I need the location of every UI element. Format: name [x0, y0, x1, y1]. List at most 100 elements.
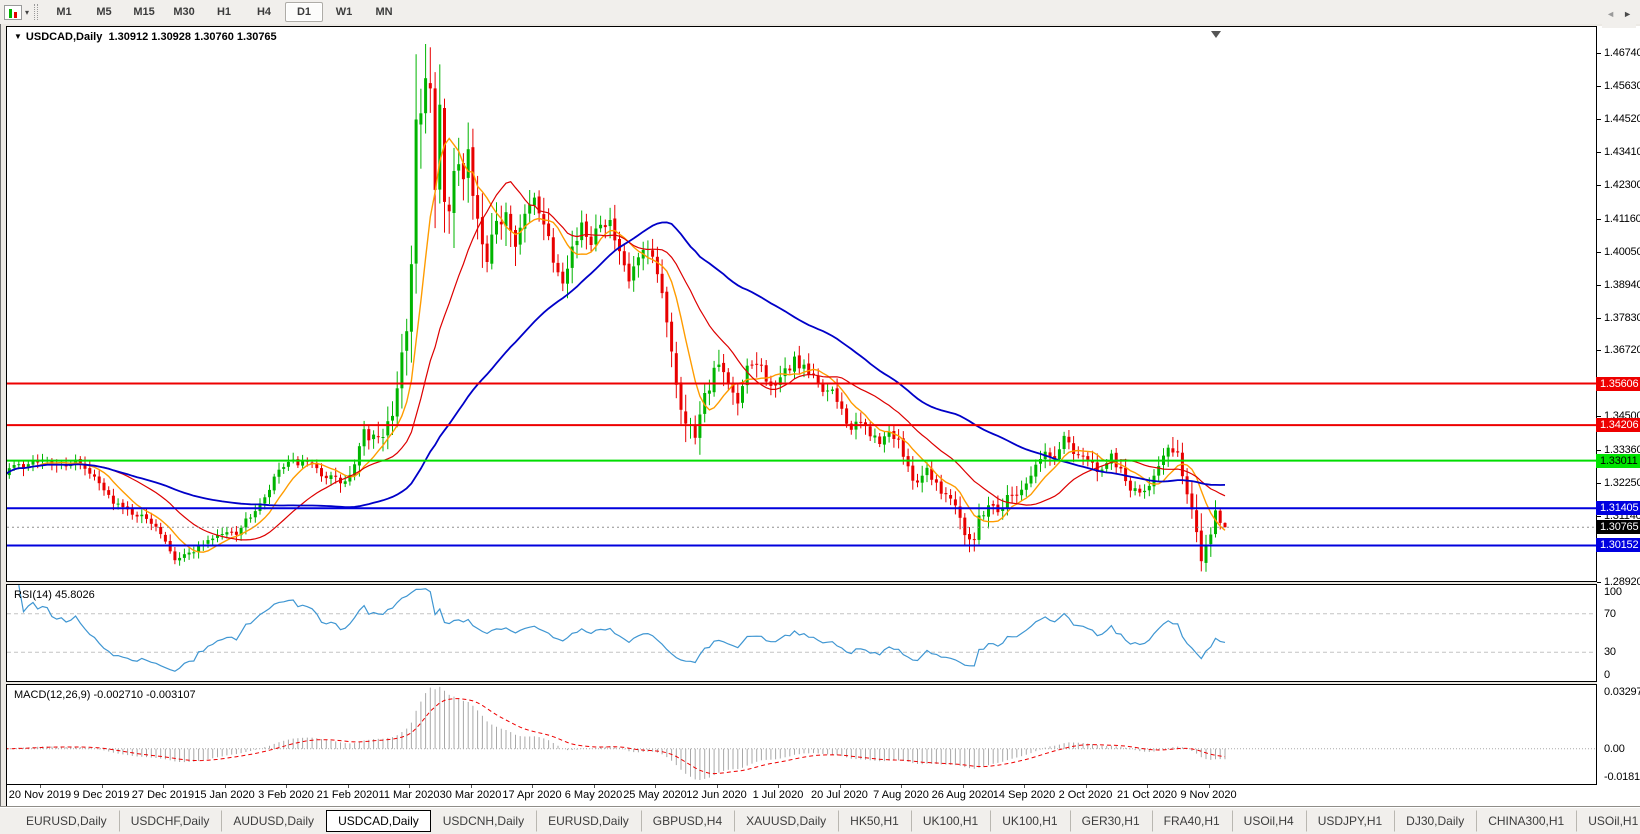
- price-tick-mark: [1597, 218, 1601, 220]
- date-tick-mark: [347, 785, 349, 788]
- date-tick-mark: [286, 785, 287, 788]
- date-label: 2 Oct 2020: [1058, 789, 1113, 801]
- tab-fra40-h1[interactable]: FRA40,H1: [1151, 809, 1232, 832]
- tab-eurusd-daily[interactable]: EURUSD,Daily: [536, 809, 641, 832]
- chart-title-ohlc: 1.30912 1.30928 1.30760 1.30765: [108, 31, 277, 43]
- date-label: 20 Nov 2019: [8, 789, 72, 801]
- macd-pane[interactable]: MACD(12,26,9) -0.002710 -0.003107: [4, 684, 1597, 785]
- date-tick-mark: [593, 785, 595, 788]
- timeframe-button-d1[interactable]: D1: [285, 2, 324, 22]
- timeframe-button-m5[interactable]: M5: [96, 6, 112, 18]
- date-tick-mark: [962, 785, 964, 788]
- mini-down-candle-icon: [14, 11, 17, 18]
- level-price-badge: 1.33011: [1596, 453, 1640, 468]
- date-tick-mark: [839, 785, 841, 788]
- chart-menu-triangle-icon[interactable]: ▼: [14, 32, 22, 41]
- date-tick-mark: [40, 785, 41, 788]
- tab-uk100-h1[interactable]: UK100,H1: [910, 809, 990, 832]
- price-tick-mark: [1597, 53, 1601, 54]
- rsi-scale-label: 100: [1604, 586, 1622, 598]
- tab-xauusd-daily[interactable]: XAUUSD,Daily: [734, 809, 838, 832]
- tab-ger30-h1[interactable]: GER30,H1: [1069, 809, 1152, 832]
- tab-usoil-h1[interactable]: USOil,H1: [1576, 809, 1640, 832]
- main-chart-pane[interactable]: ▼ USDCAD,Daily 1.30912 1.30928 1.30760 1.…: [3, 26, 1597, 582]
- date-tick-mark: [1085, 785, 1087, 788]
- price-tick-mark: [1597, 483, 1601, 485]
- candlestick-chart[interactable]: [3, 27, 1596, 586]
- chart-tab-bar: EURUSD,Daily USDCHF,Daily AUDUSD,Daily USDC…: [0, 806, 1640, 834]
- date-label: 12 Jun 2020: [686, 789, 747, 801]
- tab-dj30-daily[interactable]: DJ30,Daily: [1394, 809, 1476, 832]
- date-label: 25 May 2020: [623, 789, 687, 801]
- timeframe-button-m15[interactable]: M15: [133, 6, 155, 18]
- price-tick-mark: [1597, 251, 1601, 253]
- date-label: 15 Jan 2020: [194, 789, 255, 801]
- timeframe-button-mn[interactable]: MN: [375, 6, 393, 18]
- tab-usdchf-daily[interactable]: USDCHF,Daily: [118, 809, 222, 832]
- price-tick-label: 1.45630: [1604, 79, 1640, 92]
- tab-usdcnh-daily[interactable]: USDCNH,Daily: [442, 813, 525, 828]
- tab-scroll-left-icon[interactable]: ◄: [1606, 9, 1616, 19]
- tab-uk100-h1[interactable]: UK100,H1: [990, 809, 1069, 832]
- top-toolbar: ▾ M1 M5 M15 M30 H1 H4 D1 W1 MN: [0, 0, 1640, 25]
- time-axis[interactable]: 20 Nov 2019 9 Dec 2019 27 Dec 2019 15 Jan 2…: [6, 785, 1640, 806]
- macd-scale-label: 0.032972: [1604, 686, 1640, 698]
- rsi-scale-label: 0: [1604, 669, 1610, 681]
- date-label: 3 Feb 2020: [258, 789, 314, 801]
- price-tick-mark: [1597, 516, 1601, 518]
- mini-up-candle-icon: [9, 8, 12, 18]
- date-tick-mark: [1147, 785, 1148, 788]
- price-tick-mark: [1597, 85, 1601, 87]
- date-tick-mark: [532, 785, 533, 788]
- chart-title: ▼ USDCAD,Daily 1.30912 1.30928 1.30760 1.…: [14, 31, 277, 43]
- tab-hk50-h1[interactable]: HK50,H1: [838, 809, 911, 832]
- timeframe-button-h4[interactable]: H4: [256, 6, 272, 18]
- dropdown-caret-icon[interactable]: ▾: [25, 7, 30, 17]
- price-tick-label: 1.40050: [1604, 245, 1640, 258]
- date-label: 14 Sep 2020: [992, 789, 1056, 801]
- tab-china300-h1[interactable]: CHINA300,H1: [1476, 809, 1576, 832]
- tab-gbpusd-h4[interactable]: GBPUSD,H4: [640, 809, 734, 832]
- price-axis[interactable]: 1.46740 1.45630 1.44520 1.43410 1.42300 1.411…: [1596, 26, 1640, 785]
- toolbar-grip[interactable]: [34, 4, 39, 20]
- date-tick-mark: [224, 785, 226, 788]
- tab-scroll-right-icon[interactable]: ►: [1623, 9, 1632, 19]
- rsi-pane[interactable]: RSI(14) 45.8026: [6, 584, 1597, 682]
- date-label: 9 Dec 2019: [73, 789, 130, 801]
- tab-usdcad-daily[interactable]: USDCAD,Daily: [326, 809, 431, 832]
- price-tick-mark: [1597, 151, 1601, 153]
- date-label: 21 Oct 2020: [1117, 789, 1177, 801]
- date-tick-mark: [1208, 785, 1210, 788]
- tab-audusd-daily[interactable]: AUDUSD,Daily: [221, 809, 326, 832]
- price-tick-label: 1.32250: [1604, 477, 1640, 490]
- macd-plot[interactable]: [4, 685, 1596, 789]
- price-tick-mark: [1597, 416, 1601, 418]
- price-tick-label: 1.43410: [1604, 145, 1640, 158]
- chart-title-symbol: USDCAD,Daily: [25, 31, 103, 43]
- date-label: 20 Jul 2020: [811, 789, 868, 801]
- date-tick-mark: [101, 785, 103, 788]
- timeframe-button-m1[interactable]: M1: [56, 6, 72, 18]
- date-label: 7 Aug 2020: [873, 789, 929, 801]
- date-label: 9 Nov 2020: [1180, 789, 1237, 801]
- rsi-plot[interactable]: [7, 584, 1596, 686]
- timeframe-button-m30[interactable]: M30: [173, 6, 195, 18]
- level-price-badge: 1.31405: [1596, 501, 1640, 516]
- price-tick-label: 1.42300: [1604, 178, 1640, 191]
- level-price-badge: 1.34206: [1596, 418, 1640, 433]
- tab-usoil-h4[interactable]: USOil,H4: [1231, 809, 1306, 832]
- date-tick-mark: [778, 785, 779, 788]
- price-tick-mark: [1597, 118, 1601, 120]
- date-label: 26 Aug 2020: [931, 789, 994, 801]
- tab-usdjpy-h1[interactable]: USDJPY,H1: [1305, 809, 1394, 832]
- date-label: 30 Mar 2020: [439, 789, 502, 801]
- price-tick-mark: [1597, 450, 1601, 452]
- date-tick-mark: [716, 785, 718, 788]
- price-tick-mark: [1597, 582, 1601, 584]
- chart-tool-icon[interactable]: [4, 4, 22, 20]
- timeframe-button-w1[interactable]: W1: [335, 6, 353, 18]
- tab-eurusd-daily[interactable]: EURUSD,Daily: [26, 813, 107, 828]
- timeframe-button-h1[interactable]: H1: [216, 6, 232, 18]
- price-tick-label: 1.38940: [1604, 278, 1640, 291]
- chart-shift-marker-icon[interactable]: [1211, 31, 1221, 38]
